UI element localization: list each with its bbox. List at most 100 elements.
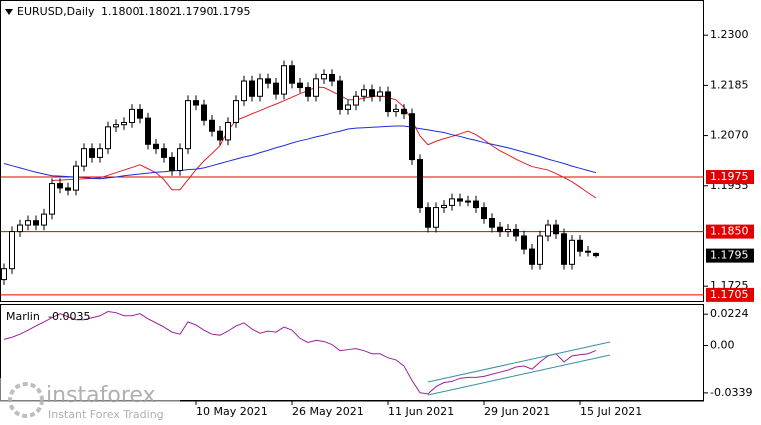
candle-body bbox=[145, 117, 151, 145]
candle-body bbox=[169, 156, 175, 171]
candle-body bbox=[537, 235, 543, 265]
candle-body bbox=[393, 108, 399, 113]
candle-body bbox=[481, 207, 487, 220]
level-label: 1.1705 bbox=[710, 288, 749, 301]
candle-body bbox=[545, 224, 551, 237]
candle-body bbox=[449, 198, 455, 206]
candle-body bbox=[577, 239, 583, 252]
candle-body bbox=[497, 226, 503, 233]
candle-body bbox=[89, 148, 95, 158]
candle-body bbox=[121, 121, 127, 126]
candle-body bbox=[489, 218, 495, 228]
channel-upper bbox=[427, 341, 611, 383]
watermark-backdrop bbox=[0, 378, 180, 425]
candle-body bbox=[385, 91, 391, 113]
candle-body bbox=[345, 104, 351, 110]
candle-body bbox=[81, 148, 87, 167]
candle-body bbox=[249, 80, 255, 97]
candle-body bbox=[241, 80, 247, 102]
candle-body bbox=[425, 207, 431, 228]
candle-body bbox=[353, 95, 359, 106]
candle-body bbox=[377, 91, 383, 97]
level-label-box bbox=[706, 287, 754, 302]
level-label: 1.1975 bbox=[710, 170, 749, 183]
price-label-box bbox=[706, 248, 754, 263]
candle-body bbox=[9, 231, 15, 270]
candle-body bbox=[153, 143, 159, 150]
candle-body bbox=[521, 235, 527, 250]
price-label: 1.1795 bbox=[710, 249, 749, 262]
x-tick-label: 10 May 2021 bbox=[196, 405, 268, 418]
candle-body bbox=[417, 159, 423, 209]
y-tick-label: -0.0339 bbox=[710, 386, 752, 399]
candle-body bbox=[233, 100, 239, 123]
x-tick-label: 15 Jul 2021 bbox=[580, 405, 642, 418]
candle-body bbox=[177, 148, 183, 171]
watermark-tagline: Instant Forex Trading bbox=[48, 408, 164, 421]
candle-body bbox=[25, 220, 31, 226]
candle-body bbox=[329, 73, 335, 82]
line-series bbox=[51, 86, 597, 199]
watermark-brand: instaforex bbox=[46, 383, 156, 408]
close-label: 1.1795 bbox=[212, 5, 251, 18]
candle-body bbox=[17, 224, 23, 233]
candle-body bbox=[305, 87, 311, 97]
main-pane-frame bbox=[0, 0, 704, 302]
x-tick-label: 11 Jun 2021 bbox=[388, 405, 454, 418]
candle-body bbox=[105, 126, 111, 150]
candle-body bbox=[297, 82, 303, 89]
channel-lower bbox=[427, 354, 611, 396]
candle-body bbox=[129, 108, 135, 123]
candle-body bbox=[465, 200, 471, 203]
candle-body bbox=[161, 148, 167, 158]
candle-body bbox=[361, 89, 367, 97]
x-tick-label: 26 May 2021 bbox=[292, 405, 364, 418]
y-tick-label: 1.2300 bbox=[710, 28, 749, 41]
candle-body bbox=[441, 204, 447, 209]
candle-body bbox=[41, 213, 47, 226]
level-label-box bbox=[706, 224, 754, 239]
candle-body bbox=[185, 100, 191, 150]
watermark: instaforex Instant Forex Trading bbox=[0, 378, 180, 425]
candle-body bbox=[265, 78, 271, 84]
candle-body bbox=[65, 187, 71, 191]
candle-body bbox=[593, 252, 599, 257]
candle-body bbox=[217, 130, 223, 141]
candle-body bbox=[201, 104, 207, 121]
menu-arrow bbox=[5, 9, 13, 15]
candle-body bbox=[553, 224, 559, 235]
candle-body bbox=[33, 220, 39, 226]
y-tick-label: 0.0224 bbox=[710, 307, 749, 320]
high-label: 1.1802 bbox=[138, 5, 177, 18]
candle-body bbox=[529, 248, 535, 265]
candle-body bbox=[401, 108, 407, 115]
candle-body bbox=[273, 82, 279, 95]
indicator-name: Marlin bbox=[6, 310, 40, 323]
candle-body bbox=[257, 78, 263, 97]
candle-body bbox=[369, 89, 375, 97]
candle-body bbox=[313, 78, 319, 97]
watermark-logo bbox=[8, 382, 44, 418]
candle-body bbox=[505, 228, 511, 233]
candle-body bbox=[585, 250, 591, 253]
candle-body bbox=[225, 121, 231, 141]
candle-body bbox=[289, 65, 295, 84]
candle-body bbox=[113, 124, 119, 128]
candle-body bbox=[49, 183, 55, 215]
y-tick-label: 1.2070 bbox=[710, 129, 749, 142]
y-tick-label: 1.2185 bbox=[710, 78, 749, 91]
title-block: EURUSD,Daily 1.1800 1.1802 1.1790 1.1795 bbox=[5, 5, 251, 18]
candle-body bbox=[513, 228, 519, 237]
candle-body bbox=[569, 239, 575, 265]
candle-body bbox=[457, 198, 463, 202]
candle-body bbox=[1, 268, 7, 281]
candle-body bbox=[73, 165, 79, 191]
x-tick-label: 29 Jun 2021 bbox=[484, 405, 550, 418]
candle-body bbox=[409, 113, 415, 161]
candle-body bbox=[209, 119, 215, 132]
line-series bbox=[3, 125, 597, 180]
marks: 1.23001.21851.20701.19551.17251.19751.18… bbox=[1, 28, 754, 418]
candle-body bbox=[337, 80, 343, 110]
